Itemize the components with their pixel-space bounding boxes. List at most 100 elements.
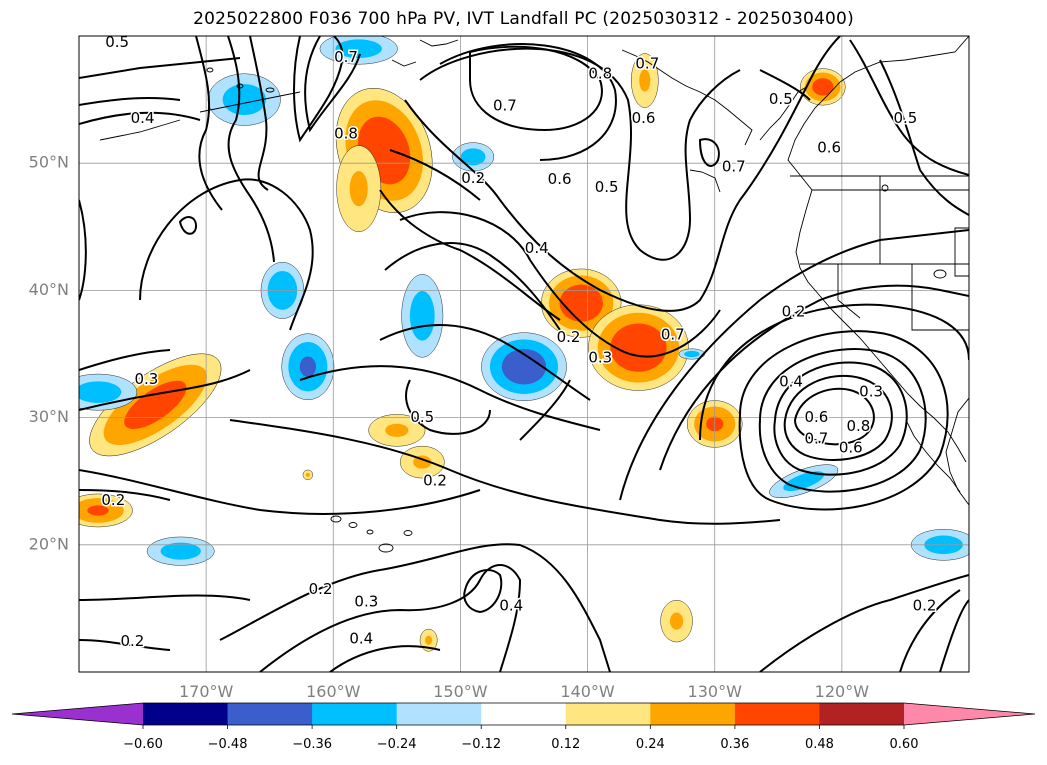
contour-label: 0.8	[334, 124, 358, 142]
contour-line	[79, 96, 181, 106]
contour-line	[389, 149, 481, 201]
shaded-feature	[481, 332, 567, 401]
island	[348, 522, 358, 528]
contour-label: 0.6	[817, 138, 841, 156]
shaded-level	[87, 505, 109, 516]
shaded-feature	[146, 536, 215, 566]
coastline	[837, 264, 861, 319]
contour-line	[758, 348, 927, 493]
contour-line	[899, 589, 961, 672]
shaded-level	[222, 84, 266, 116]
shaded-feature	[336, 145, 382, 232]
shaded-level	[610, 323, 667, 372]
colorbar-tick-label: 0.12	[551, 737, 580, 752]
shaded-feature	[401, 274, 444, 358]
contour-line	[79, 369, 251, 411]
colorbar-segment	[227, 703, 313, 725]
contour-label: 0.2	[913, 596, 937, 614]
contours	[79, 36, 969, 672]
shaded-feature	[79, 493, 133, 528]
contour-line	[519, 379, 571, 441]
colorbar-segment	[481, 703, 567, 725]
contour-label: 0.3	[588, 348, 612, 366]
contour-label: 0.2	[309, 580, 333, 598]
contour-line	[227, 36, 275, 263]
island	[330, 515, 342, 523]
colorbar-tick-label: 0.24	[636, 737, 665, 752]
contour-label: 0.5	[105, 33, 129, 51]
colorbar-segment	[312, 703, 398, 725]
coastline	[954, 227, 969, 277]
contour-label: 0.7	[635, 54, 659, 72]
colorbar-segment	[143, 703, 229, 725]
colorbar-tick-label: −0.36	[292, 737, 332, 752]
contour-label: 0.2	[461, 169, 485, 187]
contour-label: 0.5	[893, 109, 917, 127]
lon-tick-label: 160°W	[306, 682, 361, 701]
contour-label: 0.2	[101, 491, 125, 509]
contour-line	[379, 324, 591, 401]
contour-line	[79, 349, 171, 371]
shaded-feature	[588, 304, 689, 391]
colorbar-tick-label: 0.48	[805, 737, 834, 752]
island	[206, 67, 214, 73]
contour-line	[419, 47, 741, 261]
colorbar-segment	[565, 703, 651, 725]
contour-line	[849, 39, 969, 176]
contour-line	[178, 216, 198, 235]
shaded-level	[413, 455, 432, 469]
shaded-level	[812, 78, 834, 96]
graticule	[79, 36, 969, 672]
contour-line	[738, 330, 949, 511]
lon-tick-label: 140°W	[560, 682, 615, 701]
island	[366, 529, 374, 535]
coastline	[419, 39, 459, 47]
contour-labels: 0.50.70.40.80.20.70.60.40.80.50.60.70.70…	[100, 33, 938, 651]
contour-line	[79, 594, 251, 601]
shaded-level	[385, 423, 409, 437]
contour-line	[249, 36, 269, 191]
colorbar-extend-low	[12, 703, 143, 725]
map-area: 0.50.70.40.80.20.70.60.40.80.50.60.70.70…	[79, 33, 969, 672]
contour-label: 0.7	[334, 48, 358, 66]
island	[265, 87, 275, 93]
coastline	[391, 59, 417, 67]
colorbar-tick-label: −0.48	[208, 737, 248, 752]
contour-line	[293, 36, 344, 143]
contour-line	[698, 138, 720, 167]
contour-label: 0.7	[804, 430, 828, 448]
shaded-level	[349, 170, 368, 207]
colorbar: −0.60 −0.48 −0.36 −0.24 −0.12 0.12 0.24 0.36 0.4…	[11, 702, 1036, 752]
lat-tick-label: 50°N	[29, 153, 69, 172]
shaded-feature	[452, 142, 495, 172]
shaded-level	[684, 350, 700, 358]
contour-label: 0.2	[557, 328, 581, 346]
contour-line	[405, 379, 491, 435]
shaded-feature	[419, 628, 438, 652]
shaded-level	[79, 381, 122, 404]
contour-line	[399, 211, 721, 358]
contour-line	[79, 469, 481, 515]
map-frame	[78, 35, 970, 673]
colorbar-segment	[734, 703, 820, 725]
contour-label: 0.4	[499, 596, 523, 614]
lat-tick-label: 20°N	[29, 534, 69, 553]
contour-label: 0.3	[859, 383, 883, 401]
contour-label: 0.6	[548, 170, 572, 188]
contour-line	[329, 645, 441, 672]
contour-label: 0.6	[632, 109, 656, 127]
shaded-feature	[660, 600, 693, 643]
contour-line	[379, 189, 561, 321]
longitude-axis: 170°W 160°W 150°W 140°W 130°W 120°W	[179, 682, 869, 701]
contour-line	[463, 569, 503, 614]
contour-line	[939, 599, 969, 672]
coastline	[99, 119, 181, 141]
contour-line	[773, 361, 908, 476]
contour-line	[404, 36, 841, 312]
coastline	[839, 36, 969, 83]
coastline	[905, 419, 961, 493]
shaded-feature	[368, 414, 426, 447]
shaded-feature	[631, 53, 659, 108]
contour-label: 0.4	[131, 109, 155, 127]
